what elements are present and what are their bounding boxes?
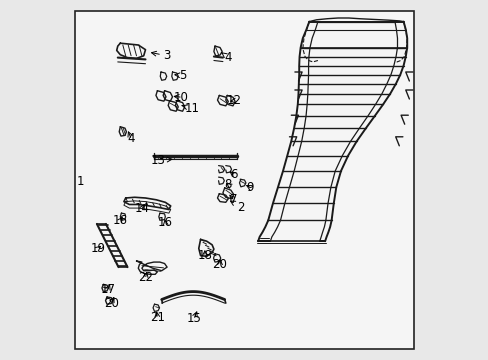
Text: 21: 21	[150, 311, 164, 324]
Text: 18: 18	[197, 249, 212, 262]
Text: 1: 1	[77, 175, 84, 188]
Text: 22: 22	[138, 271, 153, 284]
Text: 14: 14	[134, 202, 149, 215]
Text: 4: 4	[127, 132, 135, 145]
Text: 11: 11	[182, 102, 200, 115]
Text: 20: 20	[212, 258, 227, 271]
Text: 16: 16	[113, 214, 127, 227]
Text: 5: 5	[175, 69, 186, 82]
Text: 3: 3	[151, 49, 170, 62]
Text: 13: 13	[150, 154, 171, 167]
Text: 15: 15	[186, 312, 201, 325]
Text: 2: 2	[230, 201, 244, 213]
Text: 9: 9	[245, 181, 253, 194]
Text: 6: 6	[229, 168, 237, 181]
Text: 20: 20	[103, 297, 119, 310]
Text: 19: 19	[90, 242, 105, 255]
Text: 8: 8	[224, 178, 232, 191]
Text: 17: 17	[100, 283, 115, 296]
Text: 12: 12	[226, 94, 241, 107]
Text: 10: 10	[174, 91, 188, 104]
Text: 7: 7	[229, 193, 237, 206]
Text: 4: 4	[221, 51, 232, 64]
Text: 16: 16	[158, 216, 172, 229]
